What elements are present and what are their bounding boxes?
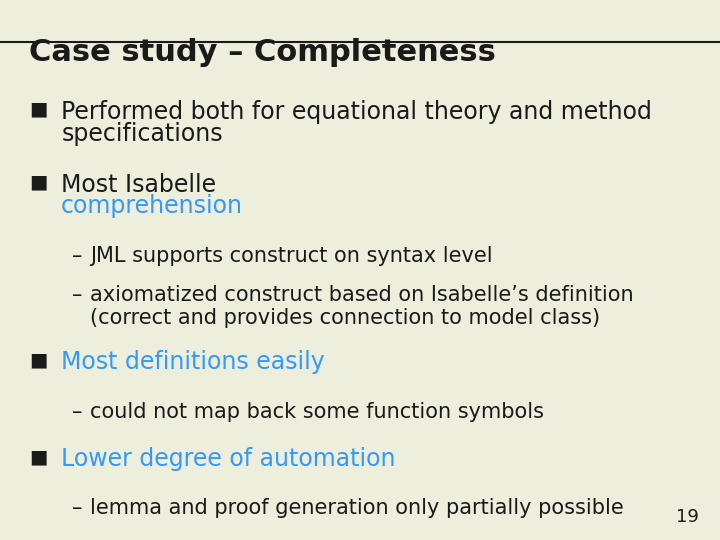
Text: 19: 19 [675, 509, 698, 526]
Text: ■: ■ [29, 173, 48, 192]
Text: JML supports construct on syntax level: JML supports construct on syntax level [90, 246, 492, 266]
Text: ■: ■ [29, 350, 48, 369]
Text: ■: ■ [29, 100, 48, 119]
Text: –: – [72, 246, 82, 266]
Text: –: – [72, 498, 82, 518]
Text: Case study – Completeness: Case study – Completeness [29, 38, 495, 67]
Text: comprehension: comprehension [61, 194, 243, 218]
Text: specifications: specifications [61, 122, 222, 145]
Text: axiomatized construct based on Isabelle’s definition
(correct and provides conne: axiomatized construct based on Isabelle’… [90, 285, 634, 328]
Text: lemma and proof generation only partially possible: lemma and proof generation only partiall… [90, 498, 624, 518]
Text: –: – [72, 402, 82, 422]
Text: Most Isabelle: Most Isabelle [61, 173, 224, 197]
Text: Most definitions easily: Most definitions easily [61, 350, 325, 374]
Text: –: – [72, 285, 82, 305]
Text: Performed both for equational theory and method: Performed both for equational theory and… [61, 100, 652, 124]
Text: could not map back some function symbols: could not map back some function symbols [90, 402, 544, 422]
Text: ■: ■ [29, 447, 48, 466]
Text: Lower degree of automation: Lower degree of automation [61, 447, 396, 471]
